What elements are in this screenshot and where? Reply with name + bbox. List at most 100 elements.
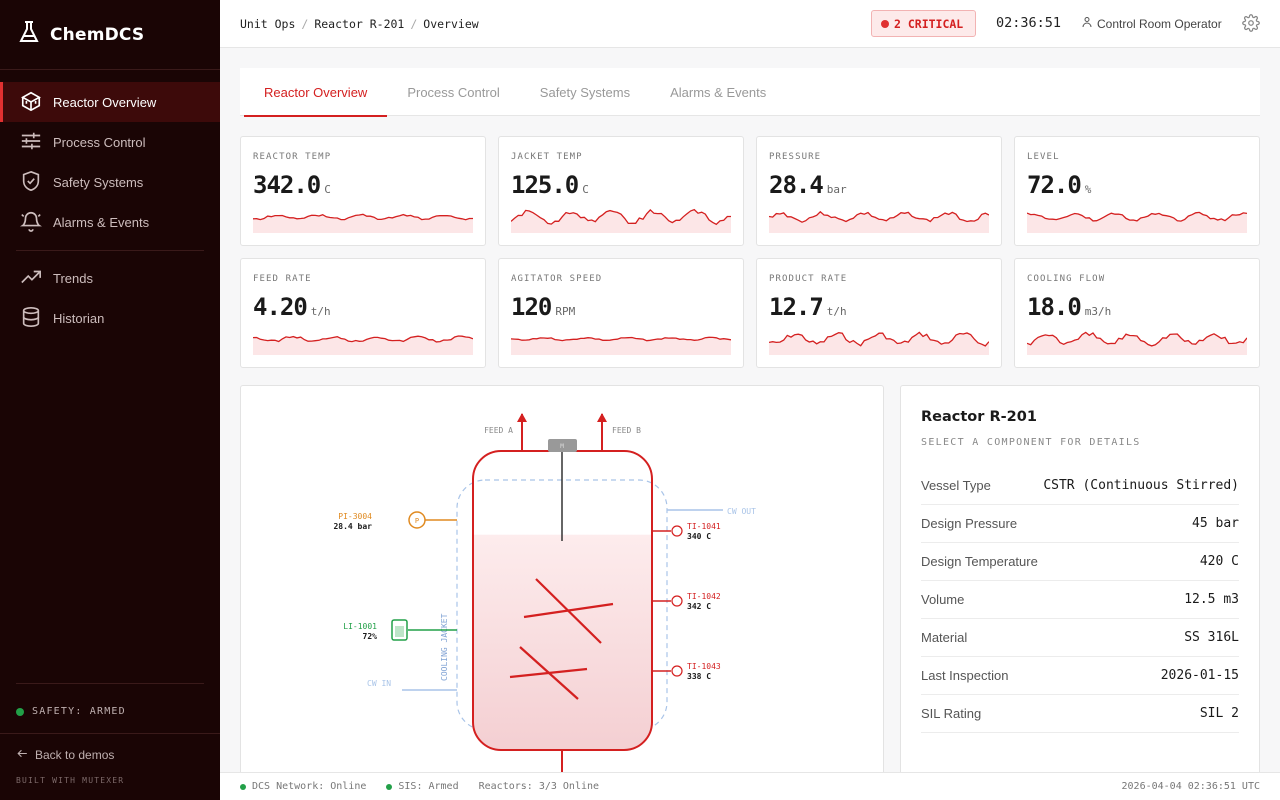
tab-process-control[interactable]: Process Control bbox=[407, 84, 500, 100]
detail-row: Design Temperature 420 C bbox=[921, 543, 1239, 581]
gear-icon[interactable] bbox=[1242, 14, 1260, 37]
detail-key: SIL Rating bbox=[921, 706, 982, 721]
sidebar-item-process-control[interactable]: Process Control bbox=[0, 122, 220, 162]
kpi-label: COOLING FLOW bbox=[1027, 274, 1106, 284]
kpi-card-pressure[interactable]: PRESSURE 28.4 bar bbox=[756, 136, 1002, 246]
user-role: Control Room Operator bbox=[1097, 16, 1222, 31]
shield-icon bbox=[20, 170, 42, 195]
feed-b-label: FEED B bbox=[612, 426, 641, 435]
sidebar-item-label: Reactor Overview bbox=[53, 94, 157, 110]
sidebar-item-alarms-events[interactable]: Alarms & Events bbox=[0, 202, 220, 242]
status-timestamp: 2026-04-04 02:36:51 UTC bbox=[1121, 781, 1260, 792]
critical-alarm-badge[interactable]: 2 CRITICAL bbox=[871, 10, 976, 37]
kpi-label: LEVEL bbox=[1027, 152, 1060, 162]
sparkline bbox=[253, 213, 473, 233]
kpi-unit: bar bbox=[826, 183, 847, 196]
kpi-value: 342.0 bbox=[253, 171, 321, 199]
divider bbox=[16, 683, 204, 684]
feed-a-line[interactable] bbox=[517, 413, 527, 450]
sparkline-area bbox=[511, 337, 731, 355]
kpi-card-cooling-flow[interactable]: COOLING FLOW 18.0 m3/h bbox=[1014, 258, 1260, 368]
sidebar-item-label: Historian bbox=[53, 310, 105, 326]
top-header: Unit Ops / Reactor R-201 / Overview 2 CR… bbox=[220, 0, 1280, 48]
reactor-icon bbox=[20, 90, 42, 115]
tab-reactor-overview[interactable]: Reactor Overview bbox=[240, 68, 388, 117]
kpi-card-product-rate[interactable]: PRODUCT RATE 12.7 t/h bbox=[756, 258, 1002, 368]
reactors-status: Reactors: 3/3 Online bbox=[478, 781, 600, 792]
breadcrumb-separator: / bbox=[410, 16, 418, 31]
sidebar-item-label: Process Control bbox=[53, 134, 146, 150]
kpi-card-reactor-temp[interactable]: REACTOR TEMP 342.0 C bbox=[240, 136, 486, 246]
pressure-glyph: P bbox=[415, 517, 419, 525]
sidebar-item-label: Alarms & Events bbox=[53, 214, 150, 230]
user-menu[interactable]: Control Room Operator bbox=[1081, 16, 1222, 31]
sparkline-line bbox=[1027, 211, 1247, 222]
kpi-card-level[interactable]: LEVEL 72.0% bbox=[1014, 136, 1260, 246]
temperature-indicator-ti-1042[interactable]: TI-1042 342 C bbox=[652, 592, 721, 611]
sidebar-item-historian[interactable]: Historian bbox=[0, 298, 220, 338]
sliders-icon bbox=[20, 130, 42, 155]
brand[interactable]: ChemDCS bbox=[0, 0, 220, 70]
sparkline-line bbox=[511, 208, 731, 226]
built-with: BUILT WITH MUTEXER bbox=[16, 776, 125, 785]
critical-count: 2 CRITICAL bbox=[894, 16, 964, 31]
temperature-indicator-ti-1041[interactable]: TI-1041 340 C bbox=[652, 522, 721, 541]
detail-key: Vessel Type bbox=[921, 478, 991, 493]
breadcrumb-item: Overview bbox=[423, 16, 479, 31]
sidebar-item-safety-systems[interactable]: Safety Systems bbox=[0, 162, 220, 202]
detail-value: SS 316L bbox=[1184, 630, 1239, 645]
divider bbox=[0, 733, 220, 734]
sidebar-item-reactor-overview[interactable]: Reactor Overview bbox=[0, 82, 220, 122]
flask-icon bbox=[18, 20, 40, 49]
sparkline-area bbox=[253, 214, 473, 233]
tab-bar: Reactor Overview Process Control Safety … bbox=[240, 68, 1260, 117]
breadcrumb-item[interactable]: Unit Ops bbox=[240, 16, 296, 31]
detail-key: Material bbox=[921, 630, 968, 645]
sparkline-line bbox=[1027, 331, 1247, 347]
kpi-value: 12.7 bbox=[769, 293, 824, 321]
detail-value: 12.5 m3 bbox=[1184, 592, 1239, 607]
detail-row: Design Pressure 45 bar bbox=[921, 505, 1239, 543]
sis-status: SIS: Armed bbox=[386, 781, 459, 792]
sidebar-item-label: Trends bbox=[53, 270, 93, 286]
liquid-level bbox=[473, 534, 652, 750]
detail-row: Last Inspection 2026-01-15 bbox=[921, 657, 1239, 695]
kpi-label: PRODUCT RATE bbox=[769, 274, 848, 284]
feed-a-label: FEED A bbox=[484, 426, 513, 435]
safety-status-label: SAFETY: ARMED bbox=[32, 706, 126, 717]
feed-b-line[interactable] bbox=[597, 413, 607, 450]
kpi-card-feed-rate[interactable]: FEED RATE 4.20 t/h bbox=[240, 258, 486, 368]
kpi-value: 4.20 bbox=[253, 293, 308, 321]
temperature-indicator-ti-1043[interactable]: TI-1043 338 C bbox=[652, 662, 721, 681]
tab-safety-systems[interactable]: Safety Systems bbox=[539, 84, 631, 100]
detail-subtitle: SELECT A COMPONENT FOR DETAILS bbox=[921, 437, 1141, 448]
detail-value: SIL 2 bbox=[1199, 706, 1239, 721]
kpi-card-agitator-speed[interactable]: AGITATOR SPEED 120 RPM bbox=[498, 258, 744, 368]
sparkline-line bbox=[511, 336, 731, 342]
kpi-label: JACKET TEMP bbox=[511, 152, 583, 162]
safety-status: SAFETY: ARMED bbox=[16, 706, 126, 717]
kpi-value: 72.0 bbox=[1027, 171, 1082, 199]
kpi-label: PRESSURE bbox=[769, 152, 822, 162]
dcs-status-label: DCS Network: Online bbox=[252, 781, 367, 792]
pressure-indicator[interactable]: P PI-3004 28.4 bar bbox=[333, 511, 457, 531]
detail-row: Vessel Type CSTR (Continuous Stirred) bbox=[921, 467, 1239, 505]
kpi-value: 120 bbox=[511, 293, 552, 321]
sidebar-item-trends[interactable]: Trends bbox=[0, 258, 220, 298]
tab-alarms-events[interactable]: Alarms & Events bbox=[670, 84, 767, 100]
back-to-demos-link[interactable]: Back to demos bbox=[16, 747, 114, 763]
breadcrumb-item[interactable]: Reactor R-201 bbox=[314, 16, 405, 31]
sparkline-area bbox=[769, 332, 989, 355]
sparkline bbox=[253, 335, 473, 355]
ti-1043-value: 338 C bbox=[687, 672, 711, 681]
status-dot-icon bbox=[240, 783, 246, 790]
level-indicator[interactable]: LI-1001 72% bbox=[343, 619, 457, 641]
agitator[interactable]: M bbox=[509, 439, 614, 700]
kpi-card-jacket-temp[interactable]: JACKET TEMP 125.0 C bbox=[498, 136, 744, 246]
kpi-unit: C bbox=[582, 183, 589, 196]
user-icon bbox=[1081, 16, 1093, 31]
sidebar-nav: Reactor Overview Process Control Safety … bbox=[0, 70, 220, 338]
detail-value: 420 C bbox=[1199, 554, 1239, 569]
breadcrumb: Unit Ops / Reactor R-201 / Overview bbox=[240, 17, 479, 31]
sparkline-area bbox=[511, 209, 731, 233]
